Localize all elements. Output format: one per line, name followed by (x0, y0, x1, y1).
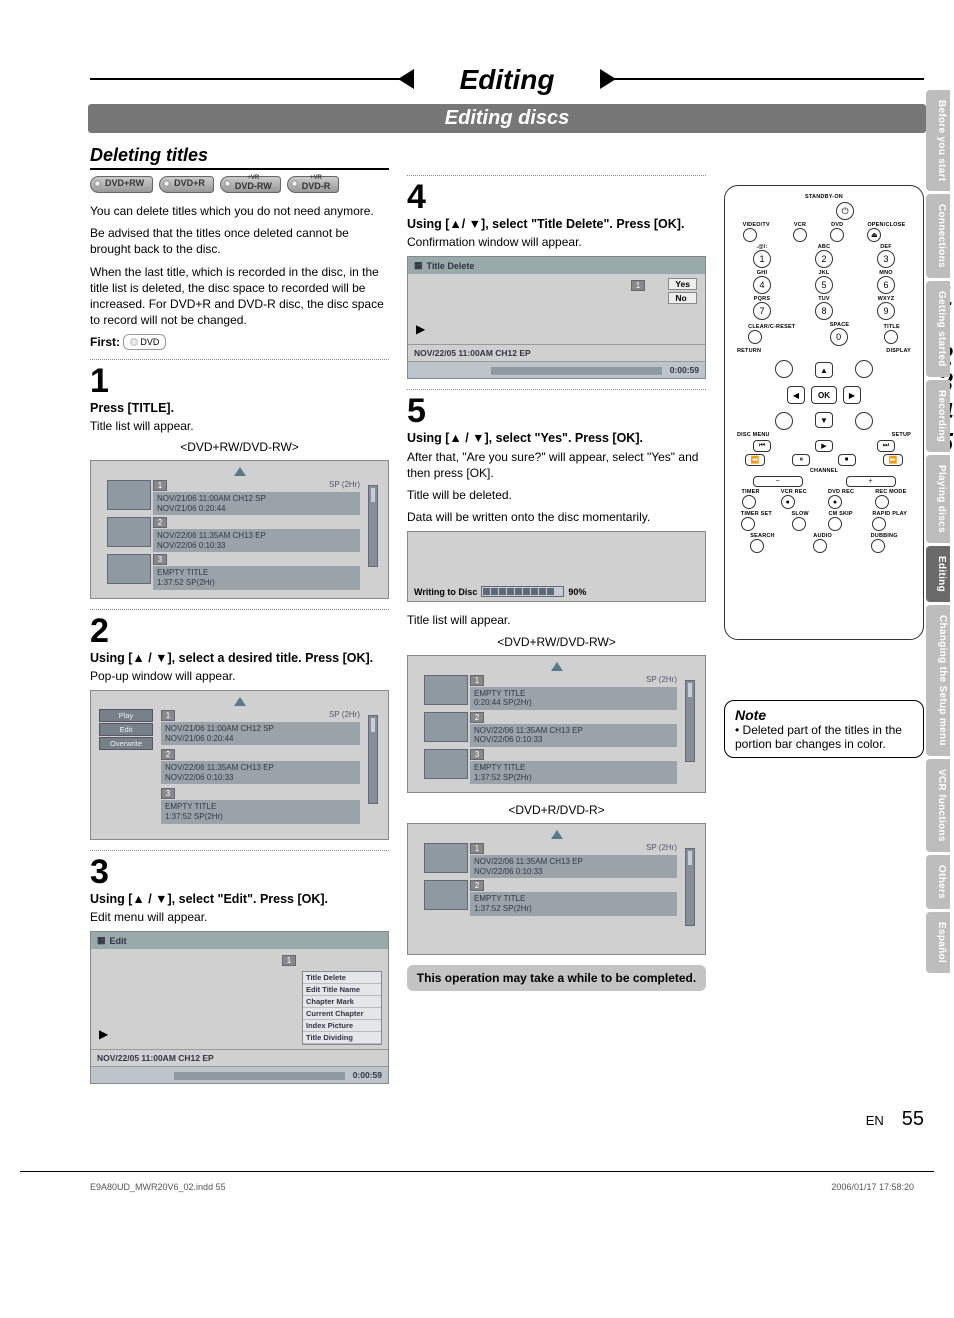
tab: Others (926, 855, 950, 909)
dpad: ▲▼ ◀▶ OK (769, 356, 879, 436)
step-title: Press [TITLE]. (90, 400, 389, 416)
step-title: Using [▲ / ▼], select "Yes". Press [OK]. (407, 430, 706, 446)
intro-text: When the last title, which is recorded i… (90, 264, 389, 329)
print-footer: E9A80UD_MWR20V6_02.indd 55 2006/01/17 17… (0, 1172, 954, 1202)
intro-text: You can delete titles which you do not n… (90, 203, 389, 219)
disc-badge: DVD+R (159, 176, 214, 193)
step-body: Pop-up window will appear. (90, 668, 389, 684)
title-list-rw: 1SP (2Hr)EMPTY TITLE0:20:44 SP(2Hr) 2NOV… (407, 655, 706, 794)
step-body: Title list will appear. (90, 418, 389, 434)
tab: Español (926, 912, 950, 973)
dvd-chip: DVD (123, 334, 166, 350)
screen-caption: <DVD+RW/DVD-RW> (90, 440, 389, 454)
operation-note: This operation may take a while to be co… (407, 965, 706, 991)
step-body: Data will be written onto the disc momen… (407, 509, 706, 525)
title-delete-dialog: ▦Title Delete ▶ 1 Yes No NOV/22/05 11:00… (407, 256, 706, 379)
note-box: Note • Deleted part of the titles in the… (724, 700, 924, 758)
step-title: Using [▲ / ▼], select "Edit". Press [OK]… (90, 891, 389, 907)
disc-badges: DVD+RW DVD+R +VRDVD-RW +VRDVD-R (90, 176, 389, 193)
page-number: EN55 (90, 1108, 924, 1131)
step-number: 4 (407, 180, 706, 214)
writing-dialog: Writing to Disc 90% (407, 531, 706, 602)
tab: Recording (926, 380, 950, 452)
step-number: 3 (90, 855, 389, 889)
title-list-screen-popup: Play Edit Overwrite 1SP (2Hr) NOV/21/06 … (90, 690, 389, 840)
yes-no: Yes No (668, 278, 697, 306)
tab: Playing discs (926, 455, 950, 543)
title-list-screen: 1SP (2Hr) NOV/21/06 11:00AM CH12 SPNOV/2… (90, 460, 389, 599)
title-banner: Editing (90, 60, 924, 100)
tab: Before you start (926, 90, 950, 191)
step-body: Title will be deleted. (407, 487, 706, 503)
section-heading: Deleting titles (90, 145, 389, 170)
intro-text: Be advised that the titles once deleted … (90, 225, 389, 257)
tab: VCR functions (926, 759, 950, 852)
disc-badge: +VRDVD-R (287, 176, 340, 193)
screen-caption: <DVD+R/DVD-R> (407, 803, 706, 817)
step-number: 1 (90, 364, 389, 398)
disc-badge: DVD+RW (90, 176, 153, 193)
side-tabs: Before you start Connections Getting sta… (926, 90, 950, 973)
title-list-r: 1SP (2Hr)NOV/22/06 11:35AM CH13 EPNOV/22… (407, 823, 706, 954)
tab: Getting started (926, 281, 950, 377)
step-title: Using [▲ / ▼], select a desired title. P… (90, 650, 389, 666)
first-line: First: DVD (90, 334, 389, 350)
step-number: 2 (90, 614, 389, 648)
edit-menu: Title Delete Edit Title Name Chapter Mar… (302, 971, 382, 1045)
disc-badge: +VRDVD-RW (220, 176, 281, 193)
screen-caption: <DVD+RW/DVD-RW> (407, 635, 706, 649)
step-number: 5 (407, 394, 706, 428)
edit-dialog: ▦Edit ▶ 1 Title Delete Edit Title Name C… (90, 931, 389, 1084)
step-body: Title list will appear. (407, 612, 706, 628)
step-body: Edit menu will appear. (90, 909, 389, 925)
step-body: Confirmation window will appear. (407, 234, 706, 250)
page-title: Editing (90, 60, 924, 100)
remote-diagram: 1 2 3 4 5 STANDBY-ON ⏻ VIDEO/TV VCR DVD … (724, 185, 924, 640)
tab: Connections (926, 194, 950, 278)
step-title: Using [▲/ ▼], select "Title Delete". Pre… (407, 216, 706, 232)
step-body: After that, "Are you sure?" will appear,… (407, 449, 706, 481)
tab-active: Editing (926, 546, 950, 602)
popup-menu: Play Edit Overwrite (99, 709, 153, 751)
tab: Changing the Setup menu (926, 605, 950, 756)
sub-bar: Editing discs (88, 104, 926, 133)
